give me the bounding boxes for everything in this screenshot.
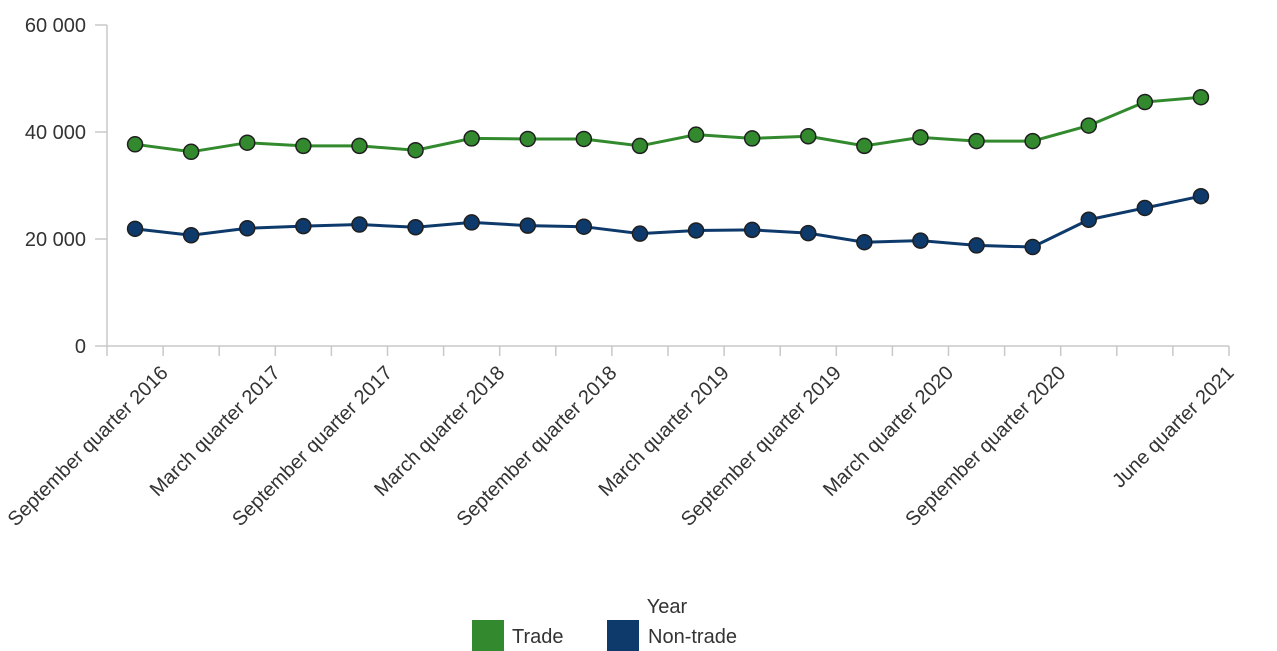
legend-title: Year [647,596,688,618]
data-point-non-trade[interactable] [182,227,200,244]
series-trade [126,88,1210,161]
y-tick-label: 0 [75,336,86,358]
data-point-trade[interactable] [239,134,256,151]
data-point-trade[interactable] [631,137,649,155]
data-point-non-trade[interactable] [631,225,649,242]
series-non-trade [126,187,1210,256]
data-point-trade[interactable] [575,130,593,148]
data-point-trade[interactable] [968,132,985,150]
data-point-trade[interactable] [126,136,144,153]
data-point-non-trade[interactable] [575,218,593,235]
data-point-trade[interactable] [743,130,761,147]
data-point-non-trade[interactable] [1136,199,1154,217]
series-line-trade [134,95,1202,154]
series-line-non-trade [134,194,1202,249]
legend-swatch-non-trade [607,620,639,651]
data-point-non-trade[interactable] [912,232,929,249]
data-point-trade[interactable] [463,130,480,147]
data-point-non-trade[interactable] [239,220,256,237]
data-point-trade[interactable] [1192,88,1210,106]
data-point-trade[interactable] [856,137,873,155]
data-point-non-trade[interactable] [856,233,873,251]
y-tick-label: 40 000 [25,122,86,144]
data-point-non-trade[interactable] [1192,187,1210,205]
data-point-trade[interactable] [295,137,312,155]
data-point-non-trade[interactable] [351,216,368,233]
data-point-non-trade[interactable] [126,220,144,238]
data-point-non-trade[interactable] [687,222,705,239]
data-point-non-trade[interactable] [519,217,536,234]
series-layer [126,88,1210,256]
data-point-non-trade[interactable] [407,218,424,236]
data-point-non-trade[interactable] [968,237,985,254]
y-axis: 0 20 000 40 000 60 000 [25,15,108,358]
data-point-non-trade[interactable] [743,221,761,239]
data-point-trade[interactable] [912,129,929,146]
legend-swatch-trade [472,620,504,651]
data-point-non-trade[interactable] [1024,238,1041,256]
y-tick-label: 60 000 [25,15,86,37]
legend-label-non-trade: Non-trade [648,626,737,648]
legend-label-trade: Trade [512,626,564,648]
data-point-trade[interactable] [687,126,705,143]
data-point-non-trade[interactable] [800,224,817,242]
data-point-trade[interactable] [519,130,536,148]
data-point-trade[interactable] [800,128,817,145]
y-tick-label: 20 000 [25,229,86,251]
data-point-trade[interactable] [1080,117,1097,134]
legend: Year Trade Non-trade [472,596,737,651]
data-point-non-trade[interactable] [1080,211,1097,228]
data-point-trade[interactable] [351,137,368,155]
data-point-trade[interactable] [1024,132,1041,150]
x-tick-label: June quarter 2021 [1108,362,1238,492]
data-point-non-trade[interactable] [295,217,312,235]
data-point-trade[interactable] [1136,93,1154,111]
x-tick-label: September quarter 2016 [4,362,173,531]
data-point-trade[interactable] [407,141,424,159]
data-point-trade[interactable] [182,143,200,161]
data-point-non-trade[interactable] [463,214,480,231]
